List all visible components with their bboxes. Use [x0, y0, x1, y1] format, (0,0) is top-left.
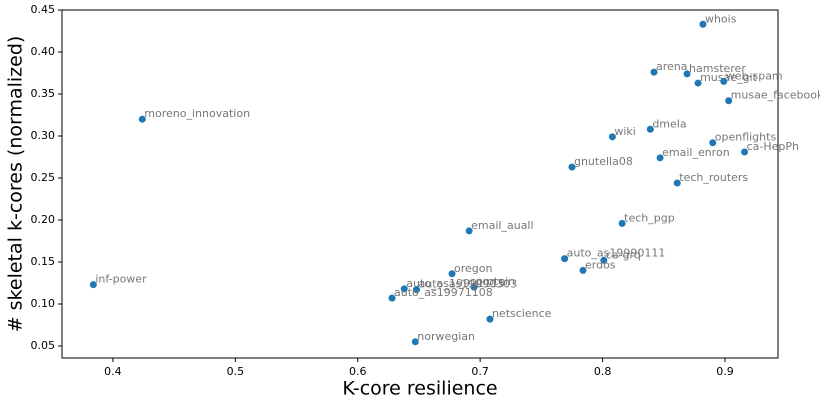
point-label: dmela: [652, 117, 686, 130]
x-tick-label: 0.4: [104, 365, 122, 378]
point: [411, 338, 419, 346]
point-label: auto_as19990111: [567, 247, 666, 260]
point: [413, 286, 421, 294]
x-tick-label: 0.5: [227, 365, 245, 378]
point-label: openflights: [715, 131, 777, 144]
point-label: musae_git: [700, 71, 757, 84]
point-label: arena: [656, 60, 688, 73]
point: [656, 154, 664, 162]
point: [608, 133, 616, 141]
point-label: erdos: [585, 258, 616, 271]
y-tick-label: 0.45: [31, 3, 56, 16]
y-axis-title: # skeletal k-cores (normalized): [5, 36, 27, 333]
point-label: inf-power: [95, 273, 147, 286]
point: [725, 97, 733, 105]
point: [448, 270, 456, 278]
point-label: protein: [476, 275, 515, 288]
point-label: ca-HepPh: [747, 140, 799, 153]
point-label: tech_routers: [679, 171, 748, 184]
point: [465, 227, 473, 235]
point-label: whois: [705, 12, 737, 25]
point-label: oregon: [454, 262, 492, 275]
point: [138, 115, 146, 123]
point: [650, 68, 658, 76]
point: [600, 256, 608, 264]
point-label: wiki: [614, 125, 635, 138]
point: [568, 163, 576, 171]
point-label: email_enron: [662, 146, 730, 159]
point: [741, 148, 749, 156]
point-label: norwegian: [417, 330, 475, 343]
y-tick-label: 0.10: [31, 297, 56, 310]
point: [694, 79, 702, 87]
y-tick-label: 0.20: [31, 213, 56, 226]
y-tick-label: 0.30: [31, 129, 56, 142]
y-tick-label: 0.05: [31, 339, 56, 352]
point: [470, 283, 478, 291]
point-label: web-spam: [726, 69, 783, 82]
y-tick-label: 0.15: [31, 255, 56, 268]
point: [400, 285, 408, 293]
point: [388, 294, 396, 302]
point-label: gnutella08: [574, 155, 633, 168]
y-tick-label: 0.35: [31, 87, 56, 100]
point: [709, 139, 717, 147]
point: [673, 179, 681, 187]
point-label: netscience: [492, 307, 552, 320]
x-tick-label: 0.8: [594, 365, 612, 378]
x-tick-label: 0.9: [716, 365, 734, 378]
x-tick-label: 0.6: [349, 365, 367, 378]
point: [646, 125, 654, 133]
point-label: auto_as19971108: [394, 286, 493, 299]
point-label: ca-grq: [606, 248, 641, 261]
plot-frame: [61, 9, 779, 359]
point: [699, 20, 707, 28]
point-label: musae_facebook: [731, 89, 820, 102]
point-label: moreno_innovation: [144, 107, 250, 120]
x-axis-title: K-core resilience: [342, 378, 497, 400]
point: [683, 70, 691, 78]
y-tick-label: 0.25: [31, 171, 56, 184]
point-label: hamsterer: [689, 62, 746, 75]
point: [561, 255, 569, 263]
point-label: auto_as19991115: [406, 277, 505, 290]
point-label: tech_pgp: [624, 211, 675, 224]
x-tick-label: 0.7: [471, 365, 489, 378]
point: [89, 281, 97, 289]
point: [486, 315, 494, 323]
point: [720, 77, 728, 85]
point: [579, 266, 587, 274]
point: [618, 219, 626, 227]
y-tick-label: 0.40: [31, 45, 56, 58]
point-label: email_auall: [471, 219, 533, 232]
point-label: auto_as19990303: [419, 278, 518, 291]
